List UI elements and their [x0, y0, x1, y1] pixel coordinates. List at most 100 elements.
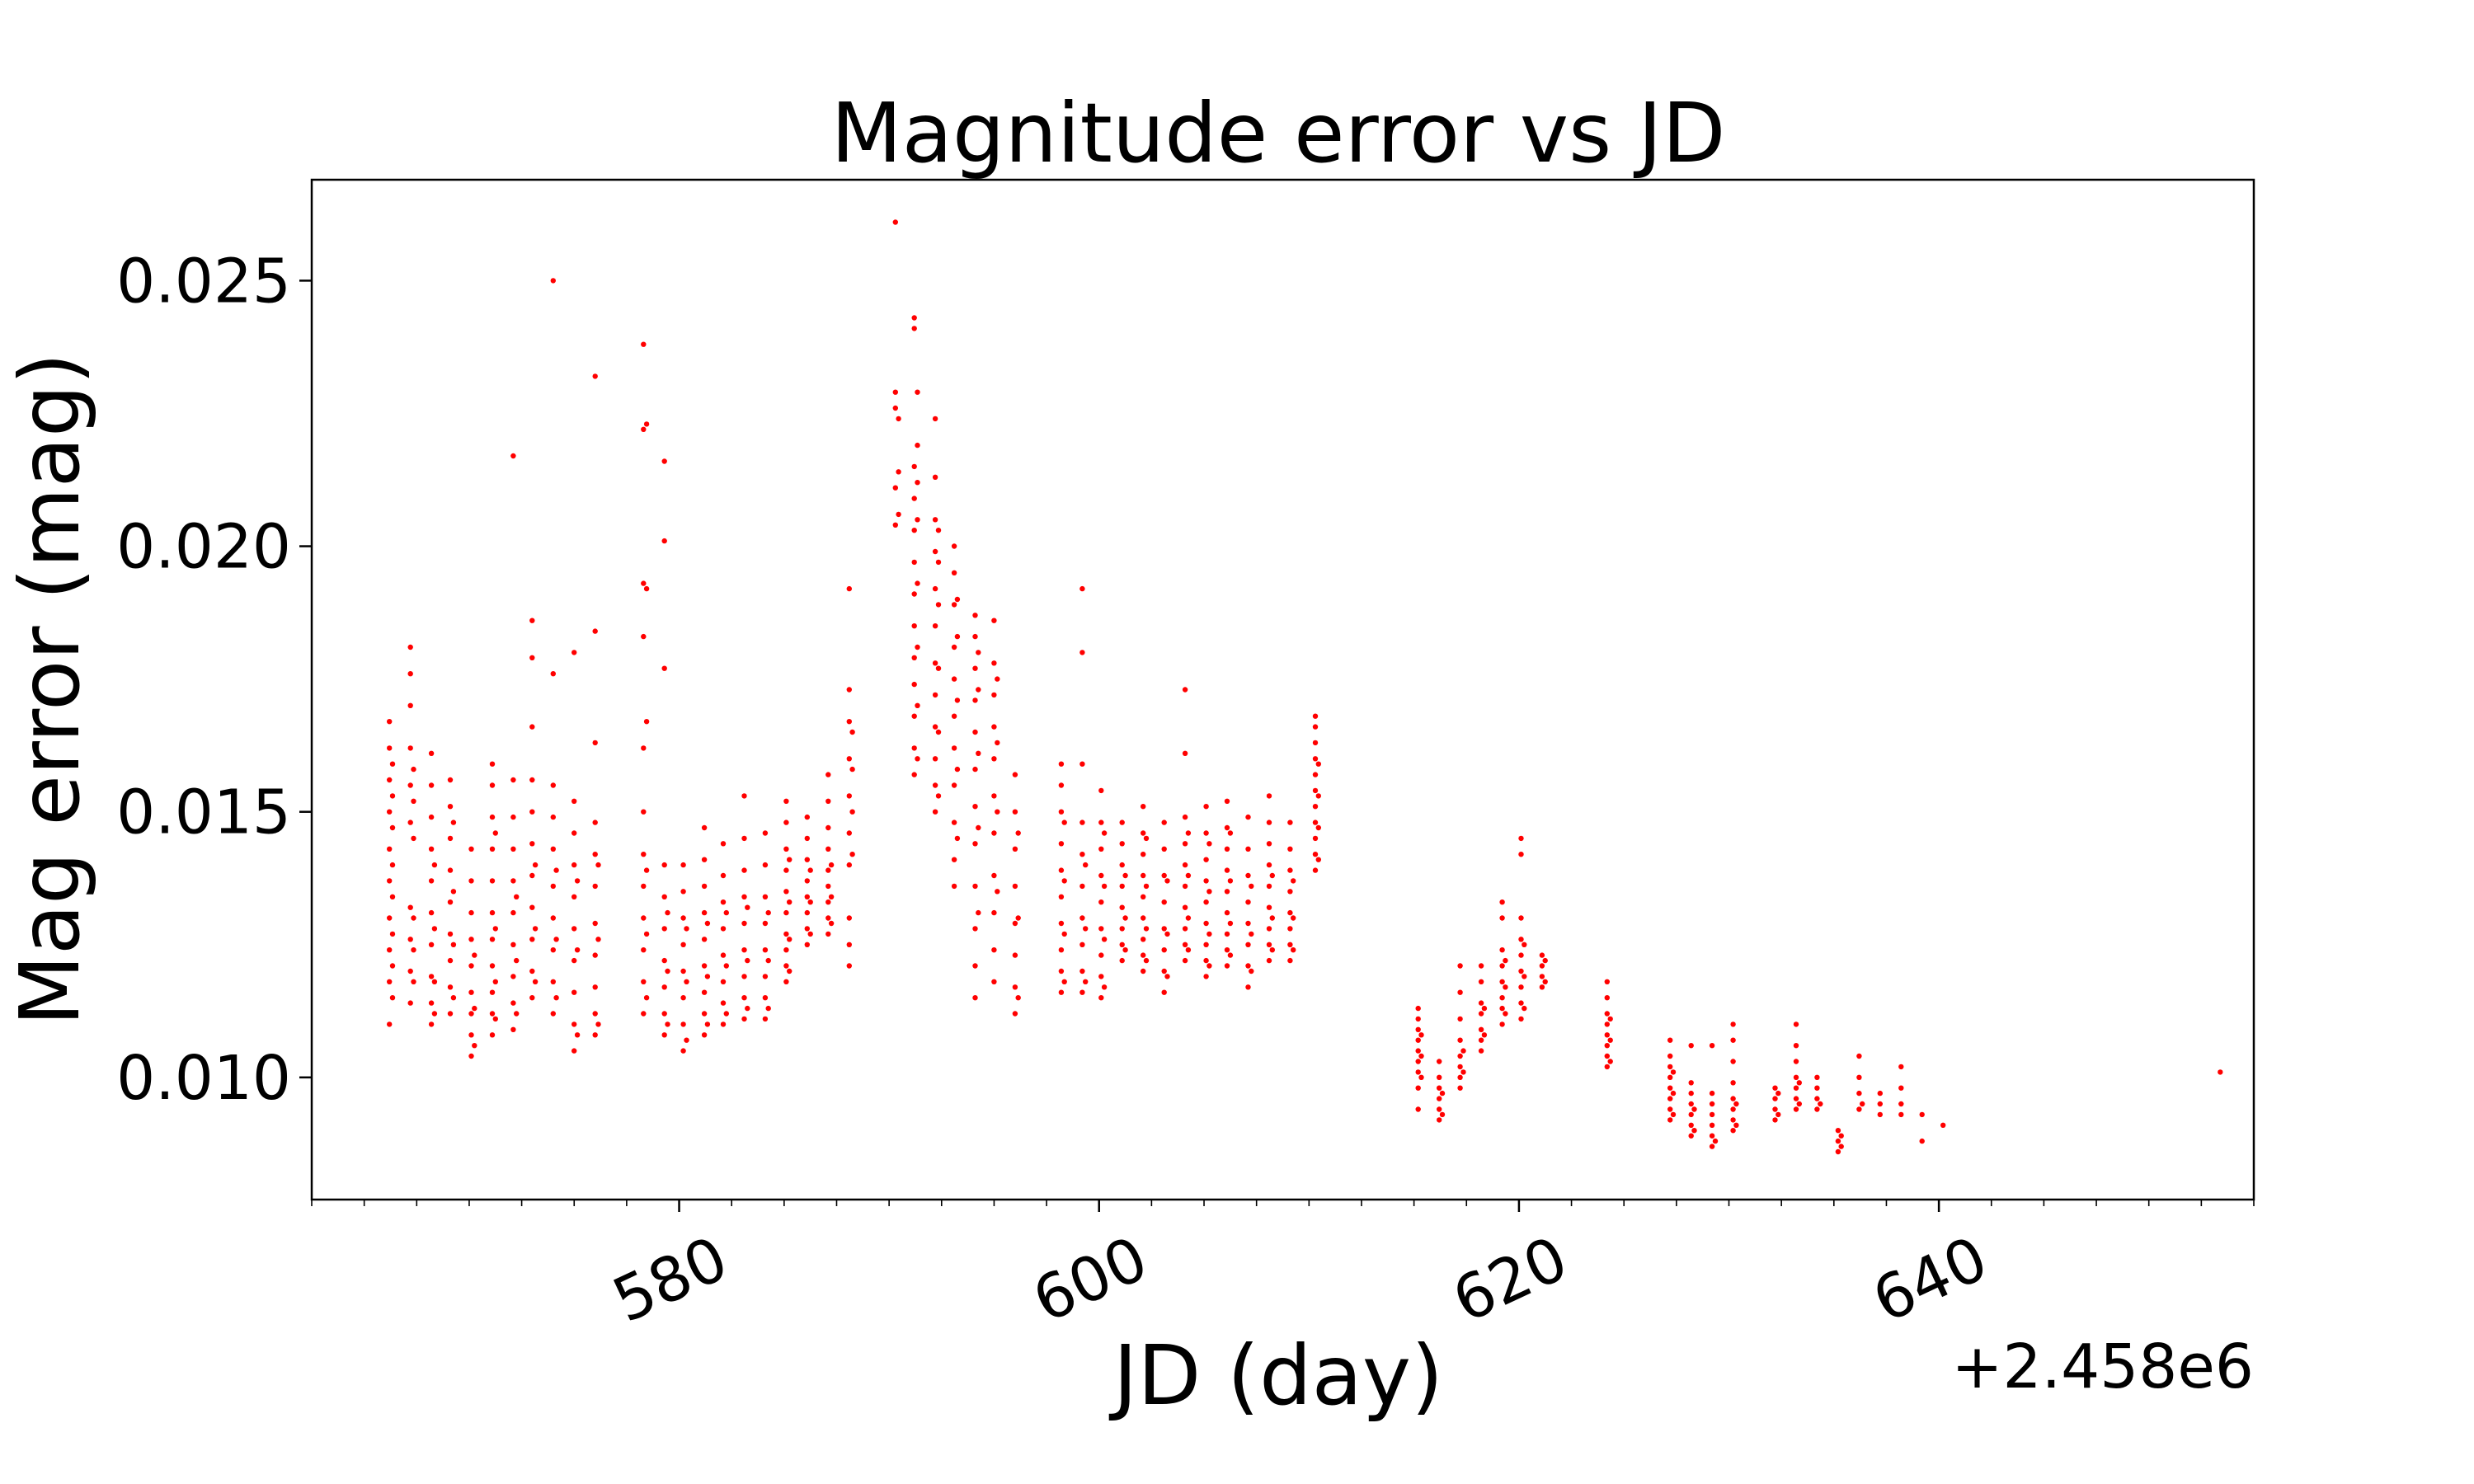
data-point: [447, 777, 454, 783]
data-point: [680, 862, 686, 868]
data-point: [846, 915, 853, 921]
data-point: [991, 724, 997, 730]
data-point: [641, 809, 647, 815]
data-point: [1287, 942, 1293, 948]
data-point: [553, 995, 559, 1001]
data-point: [972, 804, 978, 810]
data-point: [1856, 1090, 1862, 1097]
data-point: [995, 809, 1000, 815]
data-point: [741, 920, 747, 927]
data-point: [472, 1043, 477, 1049]
data-point: [1607, 1059, 1613, 1064]
data-point: [1182, 862, 1188, 868]
data-point: [428, 909, 435, 916]
data-point: [1312, 756, 1319, 762]
data-point: [951, 819, 957, 825]
data-point: [1439, 1090, 1446, 1097]
data-point: [571, 894, 577, 900]
data-point: [1460, 1069, 1466, 1075]
data-point: [932, 756, 938, 762]
data-point: [991, 756, 997, 762]
data-point: [1898, 1111, 1904, 1118]
data-point: [701, 909, 708, 916]
data-point: [1203, 830, 1209, 836]
data-point: [680, 995, 686, 1001]
data-point: [911, 463, 917, 470]
data-point: [701, 1011, 708, 1017]
data-point: [1058, 989, 1065, 995]
data-point: [1460, 1048, 1466, 1054]
data-point: [411, 766, 416, 773]
data-point: [571, 957, 577, 964]
data-point: [1203, 957, 1209, 964]
data-point: [1079, 968, 1085, 974]
data-point: [1015, 830, 1021, 836]
data-point: [492, 1016, 498, 1022]
data-point: [911, 559, 917, 566]
data-point: [720, 926, 727, 932]
data-point: [641, 883, 647, 890]
data-point: [720, 952, 727, 958]
data-point: [1522, 974, 1527, 979]
data-point: [951, 602, 957, 608]
data-point: [550, 947, 556, 953]
data-point: [1709, 1043, 1715, 1049]
data-point: [387, 846, 393, 852]
data-point: [762, 894, 769, 900]
data-point: [1224, 909, 1230, 916]
data-point: [935, 559, 942, 566]
data-point: [701, 963, 708, 969]
data-point: [1269, 947, 1276, 953]
data-point: [892, 405, 899, 411]
data-point: [954, 766, 961, 773]
data-point: [1898, 1064, 1904, 1070]
data-point: [1227, 830, 1234, 836]
data-point: [1457, 1085, 1463, 1091]
data-point: [972, 841, 978, 847]
data-point: [1499, 947, 1505, 953]
data-point: [720, 979, 727, 985]
data-point: [680, 915, 686, 921]
data-point: [951, 782, 957, 788]
data-point: [846, 862, 853, 868]
data-point: [643, 719, 650, 725]
data-point: [468, 1053, 474, 1059]
data-point: [1312, 772, 1319, 777]
data-point: [1098, 974, 1104, 979]
data-point: [783, 798, 789, 804]
data-point: [787, 968, 793, 974]
data-point: [1291, 947, 1296, 953]
data-point: [741, 947, 747, 953]
data-point: [468, 963, 474, 969]
data-point: [641, 580, 647, 586]
data-point: [532, 926, 539, 932]
data-point: [972, 995, 978, 1001]
data-point: [1814, 1096, 1820, 1101]
data-point: [1164, 931, 1170, 937]
data-point: [1667, 1064, 1673, 1070]
data-point: [510, 777, 516, 783]
data-point: [1539, 952, 1545, 958]
data-point: [1709, 1101, 1715, 1107]
data-point: [550, 915, 556, 921]
plot-frame: [310, 178, 2255, 1201]
data-point: [514, 894, 520, 900]
data-point: [825, 883, 831, 890]
data-point: [641, 633, 647, 640]
data-point: [592, 628, 598, 634]
data-point: [1604, 1021, 1611, 1027]
data-point: [1856, 1074, 1862, 1081]
data-point: [407, 644, 413, 650]
data-point: [1688, 1043, 1694, 1049]
data-point: [1418, 1032, 1424, 1038]
data-point: [932, 474, 938, 480]
data-point: [1860, 1101, 1865, 1107]
data-point: [846, 830, 853, 836]
data-point: [1709, 1144, 1715, 1149]
data-point: [1315, 761, 1322, 767]
data-point: [665, 968, 670, 974]
data-point: [550, 814, 556, 820]
data-point: [846, 963, 853, 969]
data-point: [665, 1021, 670, 1027]
data-point: [510, 1000, 516, 1006]
